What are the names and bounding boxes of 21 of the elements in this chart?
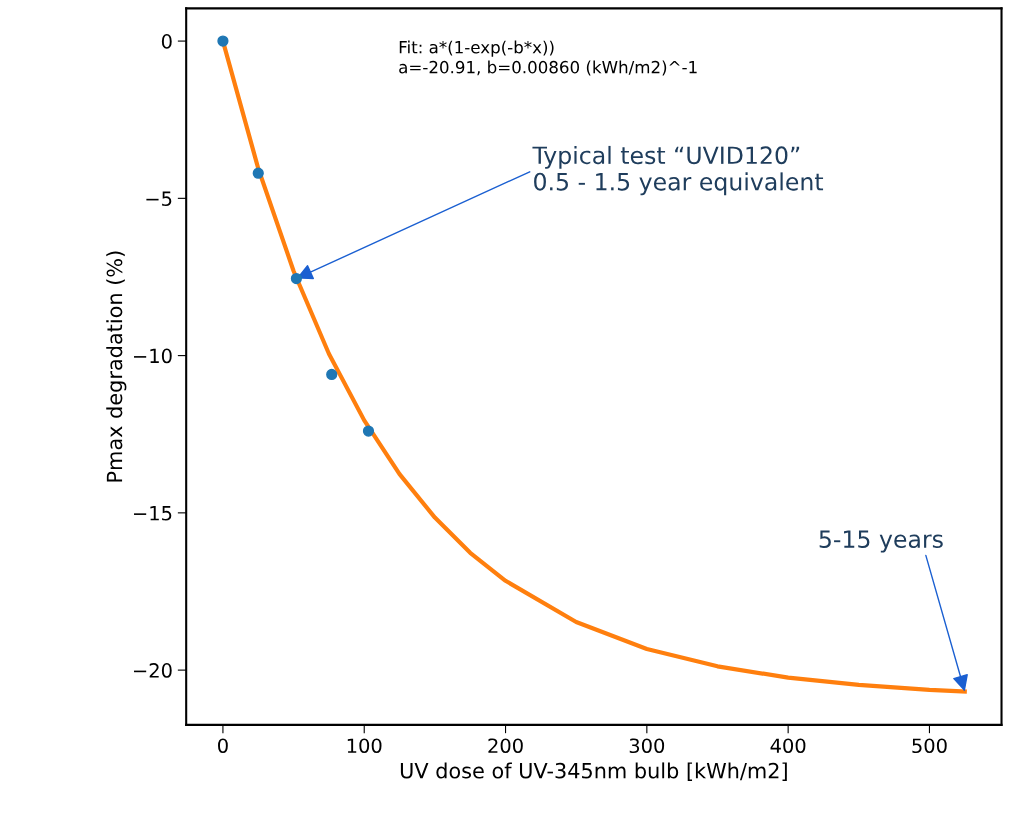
point (217, 35, 229, 47)
point (252, 167, 264, 179)
point (362, 425, 375, 437)
x-tick-label: 0 (218, 738, 228, 754)
x-tick-label: 100 (347, 738, 382, 754)
annotation: 5-15 years (819, 530, 943, 553)
x-tick-label: 400 (770, 738, 806, 754)
y-tick-label: 0 (161, 34, 172, 49)
x-axis-title: UV dose of UV-345nm bulb [kWh/m2] (400, 762, 787, 781)
x-tick-label: 200 (488, 738, 523, 754)
y-tick-label: −5 (146, 191, 172, 206)
point (326, 368, 338, 381)
x-tick-label: 300 (629, 738, 665, 754)
x-tick-label: 500 (912, 738, 947, 754)
y-tick-label: −20 (134, 663, 172, 678)
y-axis-title: Pmax degradation (%) (106, 251, 127, 482)
y-tick-label: −15 (134, 506, 172, 521)
annotation: Fit: a*(1-exp(-b*x)) a=-20.91, b=0.00860 (kWh/m2)^-1 (399, 40, 697, 76)
y-tick-label: −10 (134, 348, 172, 364)
annotation: Typical test “UVID120” 0.5 - 1.5 year equivalent (532, 145, 824, 196)
point (290, 272, 303, 285)
